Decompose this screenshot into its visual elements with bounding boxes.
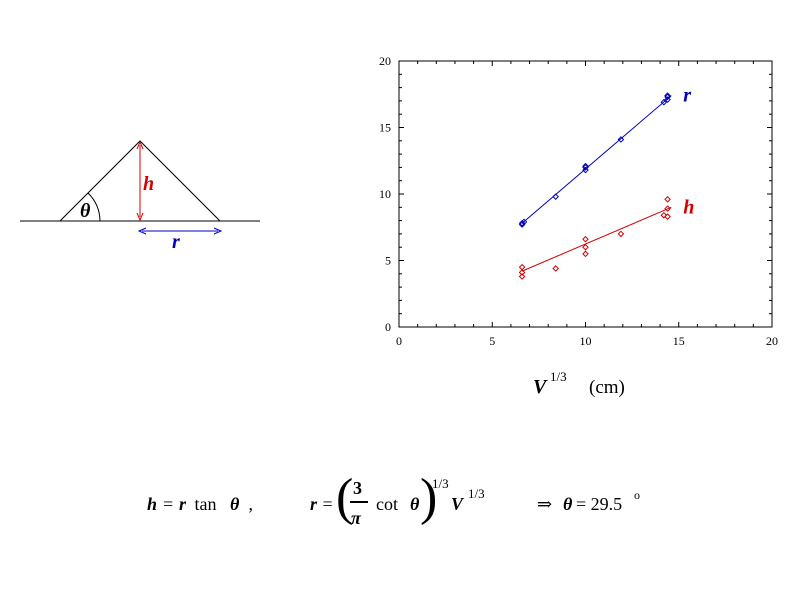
series-r: r bbox=[518, 85, 691, 228]
x-tick-label: 20 bbox=[766, 334, 778, 348]
series-h: h bbox=[518, 196, 694, 280]
series-label-r: r bbox=[683, 85, 691, 107]
eq2-cot: cot bbox=[376, 494, 398, 514]
eq3-theta: θ bbox=[563, 494, 573, 514]
x-axis: 0 5 10 15 20 bbox=[396, 61, 778, 348]
data-point-h bbox=[664, 196, 671, 203]
eq2-theta: θ bbox=[410, 494, 420, 514]
data-point-h bbox=[617, 230, 625, 238]
y-tick-label: 5 bbox=[385, 254, 391, 268]
data-point-r bbox=[552, 193, 559, 200]
y-tick-label: 15 bbox=[379, 121, 391, 135]
data-point-r bbox=[660, 98, 668, 106]
data-point-r bbox=[582, 162, 589, 170]
plot-frame bbox=[398, 60, 773, 328]
y-tick-label: 0 bbox=[385, 320, 391, 334]
data-point-h bbox=[518, 273, 526, 280]
h-label: h bbox=[143, 173, 154, 195]
eq1-h: h bbox=[147, 494, 158, 514]
eq1-equals: = bbox=[163, 494, 174, 514]
eq2-r: r bbox=[310, 494, 318, 514]
x-tick-label: 15 bbox=[673, 334, 685, 348]
x-axis-label: V 1/3 (cm) bbox=[533, 369, 625, 398]
degree-symbol: o bbox=[634, 488, 640, 502]
data-point-h bbox=[664, 205, 671, 212]
y-tick-label: 10 bbox=[379, 187, 391, 201]
left-paren: ( bbox=[336, 469, 354, 526]
data-point-h bbox=[664, 213, 671, 220]
data-point-h bbox=[582, 243, 589, 251]
x-tick-label: 10 bbox=[580, 334, 592, 348]
x-tick-label: 5 bbox=[489, 334, 495, 348]
fraction-bar bbox=[350, 501, 368, 503]
data-point-r bbox=[518, 219, 526, 227]
eq2-numerator: 3 bbox=[353, 478, 362, 498]
theta-label: θ bbox=[80, 200, 91, 222]
data-point-h bbox=[582, 250, 589, 258]
eq2-exponent: 1/3 bbox=[432, 476, 449, 491]
fit-line-h bbox=[521, 206, 672, 272]
x-axis-label-exponent: 1/3 bbox=[550, 369, 567, 384]
angle-arc bbox=[87, 192, 101, 222]
eq1-theta: θ bbox=[230, 494, 240, 514]
eq3-value: = 29.5 bbox=[576, 494, 623, 514]
fit-line-r bbox=[521, 95, 672, 224]
y-tick-label: 20 bbox=[379, 54, 391, 68]
implies-arrow: ⇒ bbox=[537, 494, 553, 514]
eq2-V: V bbox=[451, 494, 464, 514]
data-point-r bbox=[520, 218, 528, 226]
eq2-equals: = bbox=[318, 494, 333, 514]
formula-row: h = r tan θ , r = ( 3 π cot θ ) 1/3 V 1/… bbox=[0, 470, 800, 550]
data-point-r bbox=[664, 92, 671, 99]
data-point-h bbox=[518, 269, 526, 276]
right-paren: ) bbox=[420, 469, 438, 526]
data-point-r bbox=[617, 136, 625, 143]
data-point-h bbox=[518, 263, 526, 271]
r-label: r bbox=[172, 231, 180, 253]
eq2-denominator: π bbox=[351, 508, 361, 528]
x-tick-label: 0 bbox=[396, 334, 402, 348]
height-arrow bbox=[136, 140, 144, 222]
y-axis: 0 5 10 15 20 bbox=[379, 54, 772, 334]
series-label-h: h bbox=[683, 196, 694, 218]
data-point-h bbox=[582, 235, 589, 243]
eq1-r: r bbox=[179, 494, 187, 514]
radius-arrow bbox=[137, 227, 223, 235]
eq2-V-exponent: 1/3 bbox=[468, 486, 485, 501]
series-layer: rh bbox=[518, 85, 694, 280]
data-point-h bbox=[660, 211, 668, 219]
data-point-r bbox=[664, 96, 671, 103]
x-axis-label-base: V bbox=[533, 376, 548, 398]
data-point-r bbox=[582, 166, 589, 174]
x-axis-label-unit: (cm) bbox=[589, 377, 625, 398]
eq1-comma: , bbox=[244, 494, 254, 514]
data-point-h bbox=[552, 265, 559, 272]
eq1-tan: tan bbox=[190, 494, 221, 514]
